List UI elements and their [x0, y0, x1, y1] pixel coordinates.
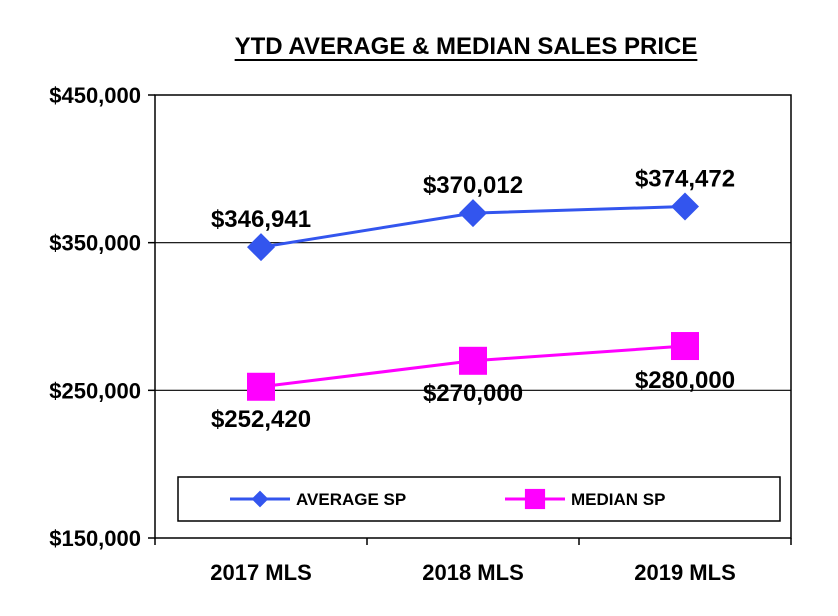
y-tick-label: $250,000 [49, 378, 141, 403]
data-point [459, 346, 487, 375]
data-point [459, 199, 487, 228]
y-tick-label: $350,000 [49, 231, 141, 256]
data-point [671, 332, 699, 361]
legend-marker [524, 488, 546, 510]
data-point [247, 233, 275, 262]
data-point [671, 192, 699, 221]
data-label: $374,472 [635, 166, 735, 193]
x-axis-ticks: 2017 MLS 2018 MLS 2019 MLS [154, 538, 792, 585]
x-tick-label: 2019 MLS [634, 560, 736, 585]
x-tick-label: 2017 MLS [210, 560, 312, 585]
legend-marker [251, 490, 269, 508]
legend-label: MEDIAN SP [571, 490, 665, 509]
y-axis-ticks: $150,000 $250,000 $350,000 $450,000 [49, 83, 155, 551]
data-label-layer: $346,941 $370,012 $374,472 $252,420 $270,000… [211, 166, 735, 433]
plot-frame [154, 94, 792, 539]
data-label: $270,000 [423, 380, 523, 407]
chart-title: YTD AVERAGE & MEDIAN SALES PRICE [235, 33, 698, 60]
data-label: $370,012 [423, 172, 523, 199]
y-tick-label: $450,000 [49, 83, 141, 108]
data-label: $346,941 [211, 206, 311, 233]
data-label: $280,000 [635, 367, 735, 394]
legend: AVERAGE SP MEDIAN SP [177, 476, 781, 522]
y-tick-label: $150,000 [49, 526, 141, 551]
legend-label: AVERAGE SP [296, 490, 406, 509]
data-label: $252,420 [211, 406, 311, 433]
series-layer [247, 192, 699, 401]
x-tick-label: 2018 MLS [422, 560, 524, 585]
data-point [247, 372, 275, 401]
